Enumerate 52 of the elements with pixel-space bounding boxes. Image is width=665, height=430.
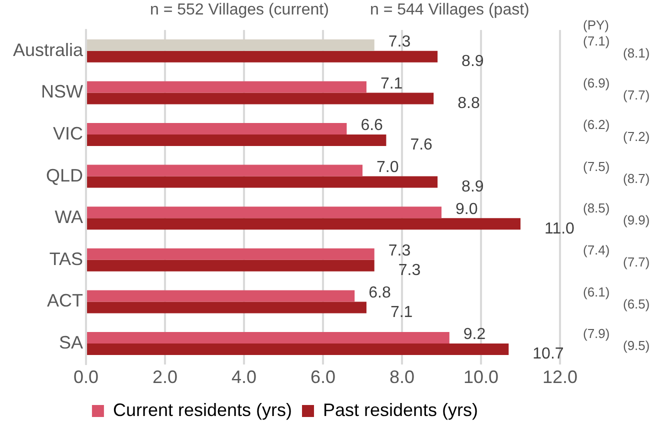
text: (8.7) <box>623 170 650 186</box>
text: (8.1) <box>623 45 650 60</box>
x-tick-label: 12.0 <box>542 367 578 388</box>
legend-label: Past residents (yrs) <box>323 400 478 420</box>
data-label: 9.2 <box>463 326 486 344</box>
data-label: 6.6 <box>360 117 384 134</box>
text: (6.2) <box>583 117 610 132</box>
x-tick-label: 2.0 <box>152 367 178 388</box>
text: n = 544 Villages (past) <box>370 1 530 18</box>
text: (PY) <box>583 18 609 33</box>
data-label: 7.1 <box>380 75 403 92</box>
data-label: 10.7 <box>532 346 564 363</box>
y-tick-label: Australia <box>13 40 84 60</box>
data-label: 7.3 <box>388 34 411 51</box>
data-label: 9.0 <box>456 200 478 218</box>
x-tick-label: 8.0 <box>389 367 415 388</box>
text: (9.9) <box>623 212 650 228</box>
text: (7.1) <box>583 33 610 48</box>
x-tick-label: 6.0 <box>310 367 336 388</box>
x-tick-label: 4.0 <box>232 367 257 388</box>
y-tick-label: WA <box>54 207 84 228</box>
text: (7.7) <box>623 87 650 102</box>
text: (7.5) <box>583 158 610 174</box>
text: (9.5) <box>623 338 650 354</box>
data-label: 8.8 <box>458 94 480 112</box>
y-tick-label: ACT <box>47 290 84 311</box>
text: (7.9) <box>583 326 610 342</box>
x-tick-label: 0.0 <box>74 367 99 388</box>
text: (8.5) <box>583 200 610 216</box>
text: (7.7) <box>623 254 650 270</box>
text: (6.9) <box>583 75 610 90</box>
legend-label: Current residents (yrs) <box>112 400 292 420</box>
data-label: 11.0 <box>544 220 575 238</box>
data-label: 7.3 <box>398 262 421 280</box>
y-tick-label: TAS <box>49 248 84 269</box>
y-tick-label: SA <box>59 332 84 352</box>
y-tick-label: VIC <box>53 123 84 144</box>
data-label: 6.8 <box>368 284 391 302</box>
data-label: 8.9 <box>462 178 484 196</box>
data-label: 7.0 <box>376 158 399 176</box>
data-label: 7.1 <box>390 304 413 321</box>
text: (6.1) <box>583 284 610 300</box>
x-tick-label: 10.0 <box>463 367 499 388</box>
y-tick-label: QLD <box>46 165 84 186</box>
data-label: 7.6 <box>410 136 433 154</box>
text: (6.5) <box>623 296 650 312</box>
data-label: 8.9 <box>462 53 484 70</box>
data-label: 7.3 <box>388 242 411 260</box>
text: n = 552 Villages (current) <box>150 1 329 18</box>
text: (7.2) <box>623 129 650 144</box>
text: (7.4) <box>583 242 610 258</box>
y-tick-label: NSW <box>41 82 84 102</box>
